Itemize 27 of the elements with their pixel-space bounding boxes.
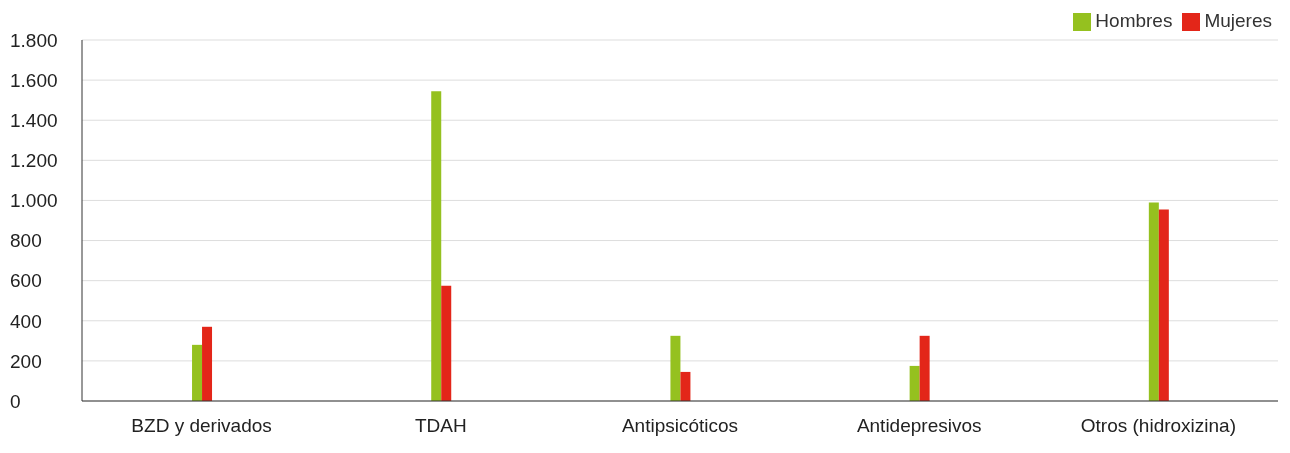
x-tick-label: Antipsicóticos [621,415,739,437]
y-tick-label: 600 [10,270,42,292]
legend-label: Mujeres [1204,10,1272,31]
bar [1158,209,1169,401]
x-tick-label: Antidepresivos [856,415,982,437]
y-tick-label: 1.600 [10,69,58,91]
bar [192,344,203,401]
x-tick-label: TDAH [414,415,467,437]
x-tick-label: Otros (hidroxizina) [1080,415,1237,437]
bar [909,365,920,401]
y-tick-label: 1.400 [10,109,58,131]
y-tick-label: 400 [10,310,42,332]
y-tick-label: 800 [10,230,42,252]
legend-label: Hombres [1095,10,1173,31]
bar [680,371,691,401]
x-tick-label: BZD y derivados [131,415,272,437]
y-tick-label: 0 [10,390,21,412]
bar [202,326,213,401]
bar [919,335,930,401]
y-tick-label: 1.000 [10,190,58,212]
bar [670,335,681,401]
y-tick-label: 1.200 [10,150,58,172]
bar [1148,202,1159,401]
y-tick-label: 200 [10,350,42,372]
bar [441,285,452,401]
bar [431,91,442,401]
y-tick-label: 1.800 [10,29,58,51]
